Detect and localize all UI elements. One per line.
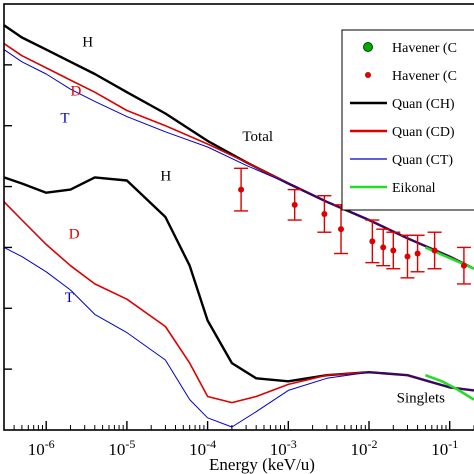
curve-label-0: H [82,35,93,51]
legend-entry-2: Quan (CH) [350,97,455,112]
legend-label: Quan (CT) [392,153,453,168]
data-point-9 [427,231,442,270]
legend-label: Eikonal [392,181,436,196]
data-point-8 [410,234,425,273]
legend-entry-0: Havener (C [363,41,457,56]
data-point-2 [317,194,332,233]
x-tick-label-2: 10-4 [189,437,216,459]
curve-label-4: H [160,168,171,184]
legend-label: Havener (C [392,41,457,56]
data-point-7 [400,234,415,279]
data-marker [390,247,397,254]
legend-entry-3: Quan (CD) [350,125,455,140]
x-tick-label-0: 10-6 [28,437,55,459]
data-marker [338,226,345,233]
legend-label: Quan (CH) [392,97,455,112]
data-marker [414,250,421,257]
x-axis-label: Energy (keV/u) [209,455,315,474]
legend-entry-4: Quan (CT) [350,153,453,168]
data-point-5 [376,228,391,267]
data-point-0 [234,167,249,212]
points-layer [234,167,471,285]
legend-marker [363,42,373,52]
data-marker [369,238,376,245]
curve-label-5: D [69,226,80,242]
series-line-singlets-eikonal [424,373,474,401]
legend-entry-5: Eikonal [350,181,436,196]
curve-label-7: Singlets [397,391,446,407]
legend-label: Quan (CD) [392,125,455,140]
x-tick-label-5: 10-1 [431,437,458,459]
data-point-10 [456,246,471,285]
legend-label: Havener (C [392,69,457,84]
x-tick-label-4: 10-2 [351,437,378,459]
legend-marker [365,72,371,78]
curve-label-3: Total [242,129,273,145]
x-tick-label-3: 10-3 [270,437,297,459]
data-marker [291,201,298,208]
data-marker [460,262,467,269]
data-point-1 [287,188,302,221]
x-axis: 10-6 10-5 10-4 10-3 10-2 10-1 [3,64,474,459]
x-tick-label-1: 10-5 [108,437,135,459]
series-line-singlets-quan-ct [3,246,474,428]
data-marker [431,247,438,254]
curve-label-6: T [65,290,74,306]
data-point-4 [365,219,380,264]
curve-label-1: D [70,83,81,99]
curve-label-2: T [60,111,69,127]
data-point-3 [334,204,349,255]
data-marker [321,210,328,217]
legend-entry-1: Havener (C [365,69,457,84]
data-marker [380,244,387,251]
data-marker [404,253,411,260]
plot-frame [3,3,474,431]
legend-box [341,29,474,211]
legend: Havener (C Havener (C Quan (CH) Quan (CD) Qu… [341,29,474,211]
data-marker [238,186,245,193]
data-point-6 [386,231,401,270]
